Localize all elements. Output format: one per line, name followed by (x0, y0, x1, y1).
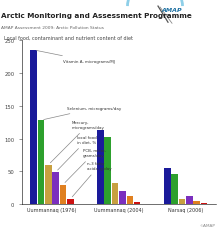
Bar (30, 51, 37, 204)
Bar (97, 131, 104, 204)
Text: Vitamin A, micrograms/MJ: Vitamin A, micrograms/MJ (36, 51, 115, 64)
Bar (134, 202, 140, 204)
Bar (164, 168, 170, 204)
Text: Local food, contaminant and nutrient content of diet: Local food, contaminant and nutrient con… (4, 35, 133, 40)
Text: Mercury,
micrograms/day: Mercury, micrograms/day (50, 121, 105, 163)
Bar (119, 191, 126, 204)
Text: AMAP: AMAP (161, 8, 182, 13)
Text: Selenium, micrograms/day: Selenium, micrograms/day (44, 107, 121, 120)
Text: ©AMAP: ©AMAP (200, 222, 216, 227)
Bar (179, 199, 185, 204)
Bar (60, 185, 66, 204)
Bar (104, 137, 111, 204)
Bar (52, 172, 59, 204)
Text: n-3 fatty
acids, g/day: n-3 fatty acids, g/day (72, 162, 111, 197)
Bar (45, 165, 52, 204)
Text: Arctic Monitoring and Assessment Programme: Arctic Monitoring and Assessment Program… (1, 13, 192, 19)
Bar (201, 203, 207, 204)
Bar (38, 121, 44, 204)
Bar (171, 174, 178, 204)
Bar (193, 201, 200, 204)
Bar (186, 196, 192, 204)
Bar (126, 196, 133, 204)
Text: local food
in diet, %: local food in diet, % (58, 136, 97, 170)
Text: PCB, micro-
grams/day: PCB, micro- grams/day (65, 149, 106, 183)
Bar (112, 183, 118, 204)
Text: AMAP Assessment 2009: Arctic Pollution Status: AMAP Assessment 2009: Arctic Pollution S… (1, 26, 104, 30)
Bar (67, 199, 74, 204)
